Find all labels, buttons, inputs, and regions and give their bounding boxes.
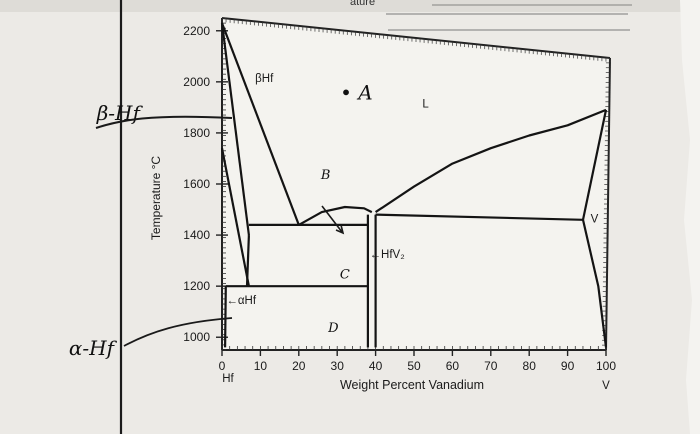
y-tick-label: 1800: [183, 126, 210, 140]
x-tick-label: 90: [561, 359, 575, 373]
x-left-end-label: Hf: [222, 373, 234, 385]
x-tick-label: 80: [523, 359, 537, 373]
x-tick-label: 60: [446, 359, 460, 373]
boundary-alpha-beta-transus: [220, 147, 250, 287]
boundary-liquidus-v-side: [374, 108, 607, 214]
plot-area: [222, 18, 610, 350]
y-tick-label: 1400: [183, 228, 210, 242]
phase-label: L: [422, 98, 429, 110]
x-tick-label: 10: [254, 359, 268, 373]
phase-label: ←HfV₂: [370, 249, 405, 261]
handwritten-annotation: • A: [340, 81, 373, 105]
y-tick-label: 1200: [183, 279, 210, 293]
handwritten-annotation: C: [340, 267, 350, 282]
beta-hf-arrow: [95, 115, 233, 129]
boundary-beta-hf-solvus-upper: [220, 22, 250, 236]
plot-frame: [221, 17, 611, 351]
x-axis-title: Weight Percent Vanadium: [340, 378, 484, 392]
boundary-alpha-hf-solvus: [224, 286, 227, 348]
phase-label: V: [591, 213, 599, 225]
x-tick-label: 30: [331, 359, 345, 373]
alpha-hf-arrow: [123, 317, 233, 347]
y-tick-label: 1600: [183, 177, 210, 191]
boundary-v-solidus: [581, 109, 608, 221]
x-tick-label: 70: [484, 359, 498, 373]
y-tick-label: 1000: [183, 330, 210, 344]
phase-label: ←αHf: [226, 295, 256, 307]
boundary-beta-hf-lower-boundary: [245, 235, 250, 287]
y-tick-label: 2000: [183, 75, 210, 89]
x-tick-label: 20: [292, 359, 306, 373]
point-b-arrow: [321, 205, 345, 235]
y-axis-title: Temperature °C: [149, 156, 163, 240]
y-tick-label: 2200: [183, 24, 210, 38]
phase-label: βHf: [255, 73, 274, 85]
handwritten-annotation: B: [320, 168, 331, 183]
paper-top-shadow: [0, 0, 700, 12]
boundary-eutectic-isotherm-2: [375, 213, 584, 221]
boundary-hfv2-dome: [298, 205, 373, 226]
handwritten-annotation: α-Hf: [69, 336, 118, 360]
minor-ticks: [221, 17, 611, 351]
x-tick-label: 50: [407, 359, 421, 373]
boundary-liquidus-hf-side: [220, 22, 300, 226]
axis-ticks: 1000 1200 1400 1600 1800 2000 2200 0 10 20 30 40 50 6…: [183, 24, 616, 373]
x-tick-label: 100: [596, 359, 616, 373]
phase-boundaries: [220, 22, 608, 348]
boundary-v-solvus: [581, 219, 608, 348]
page-edge: [680, 0, 700, 434]
header-fragment: ature: [350, 0, 375, 8]
handwritten-annotation: D: [327, 321, 339, 336]
x-tick-label: 40: [369, 359, 383, 373]
x-tick-label: 0: [219, 359, 226, 373]
x-right-end-label: V: [602, 380, 610, 392]
